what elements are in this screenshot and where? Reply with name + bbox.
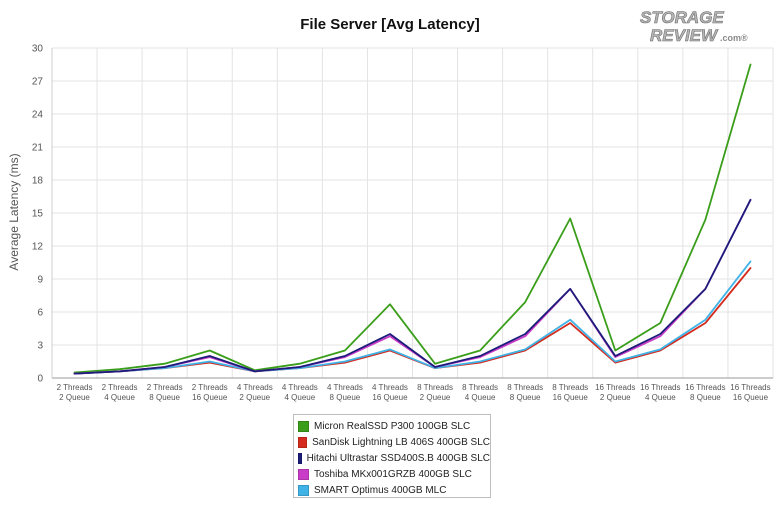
legend-swatch	[298, 452, 302, 464]
series-line-0	[73, 63, 752, 374]
x-tick-label: 2 Queue	[239, 393, 270, 402]
series-line-4	[73, 260, 752, 375]
x-tick-label: 2 Threads	[192, 383, 228, 392]
legend-swatch	[298, 468, 309, 480]
y-tick-label: 3	[37, 341, 43, 352]
legend-item: Toshiba MKx001GRZB 400GB SLC	[298, 466, 490, 482]
legend-item: SanDisk Lightning LB 406S 400GB SLC	[298, 434, 490, 450]
x-tick-label: 8 Queue	[510, 393, 541, 402]
legend-item: SMART Optimus 400GB MLC	[298, 482, 490, 498]
x-tick-label: 8 Queue	[149, 393, 180, 402]
legend-swatch	[298, 436, 308, 448]
storagereview-logo: STORAGE REVIEW .com®	[640, 8, 748, 46]
x-tick-label: 4 Queue	[104, 393, 135, 402]
x-tick-label: 16 Threads	[685, 383, 725, 392]
x-tick-label: 4 Threads	[372, 383, 408, 392]
legend-item: Micron RealSSD P300 100GB SLC	[298, 418, 490, 434]
x-tick-label: 2 Threads	[102, 383, 138, 392]
x-tick-label: 4 Queue	[645, 393, 676, 402]
y-tick-label: 0	[37, 374, 43, 385]
legend-swatch	[298, 484, 309, 496]
x-tick-label: 4 Queue	[284, 393, 315, 402]
x-tick-label: 4 Threads	[327, 383, 363, 392]
y-axis-title: Average Latency (ms)	[7, 153, 21, 270]
series-lines	[73, 63, 752, 375]
y-tick-label: 12	[32, 242, 44, 253]
legend-swatch	[298, 420, 309, 432]
x-tick-label: 2 Threads	[147, 383, 183, 392]
series-line-2	[73, 198, 752, 375]
x-tick-label: 16 Threads	[595, 383, 635, 392]
x-tick-label: 4 Threads	[282, 383, 318, 392]
x-tick-label: 4 Queue	[465, 393, 496, 402]
logo-line1: STORAGE	[640, 8, 724, 27]
legend-label: Hitachi Ultrastar SSD400S.B 400GB SLC	[306, 452, 490, 464]
legend-label: Toshiba MKx001GRZB 400GB SLC	[314, 468, 472, 480]
x-tick-label: 16 Queue	[553, 393, 589, 402]
y-tick-label: 18	[32, 176, 44, 187]
x-tick-label: 16 Queue	[733, 393, 769, 402]
y-tick-labels: 0 3 6 9 12 15 18 21 24 27 30	[32, 44, 44, 385]
y-tick-label: 30	[32, 44, 44, 55]
x-tick-label: 16 Threads	[730, 383, 770, 392]
legend: Micron RealSSD P300 100GB SLC SanDisk Lig…	[293, 414, 491, 498]
x-tick-label: 8 Queue	[690, 393, 721, 402]
x-tick-label: 8 Threads	[462, 383, 498, 392]
x-tick-label: 2 Queue	[600, 393, 631, 402]
y-tick-label: 9	[37, 275, 43, 286]
y-tick-label: 24	[32, 110, 44, 121]
x-tick-label: 8 Queue	[330, 393, 361, 402]
legend-item: Hitachi Ultrastar SSD400S.B 400GB SLC	[298, 450, 490, 466]
x-tick-label: 16 Threads	[640, 383, 680, 392]
y-tick-label: 21	[32, 143, 44, 154]
x-tick-label: 16 Queue	[372, 393, 408, 402]
logo-line2: REVIEW	[650, 26, 719, 45]
legend-label: SMART Optimus 400GB MLC	[314, 484, 447, 496]
x-tick-label: 8 Threads	[552, 383, 588, 392]
x-tick-label: 2 Threads	[57, 383, 93, 392]
x-tick-label: 4 Threads	[237, 383, 273, 392]
legend-label: Micron RealSSD P300 100GB SLC	[314, 420, 471, 432]
x-tick-label: 16 Queue	[192, 393, 228, 402]
x-tick-label: 8 Threads	[417, 383, 453, 392]
y-tick-label: 27	[32, 77, 44, 88]
chart-title: File Server [Avg Latency]	[300, 16, 480, 33]
axes	[51, 48, 773, 379]
grid-lines	[51, 47, 774, 379]
logo-suffix: .com®	[720, 33, 748, 43]
x-tick-label: 2 Queue	[420, 393, 451, 402]
legend-label: SanDisk Lightning LB 406S 400GB SLC	[312, 436, 490, 448]
y-tick-label: 6	[37, 308, 43, 319]
x-tick-label: 2 Queue	[59, 393, 90, 402]
y-tick-label: 15	[32, 209, 44, 220]
x-tick-label: 8 Threads	[507, 383, 543, 392]
